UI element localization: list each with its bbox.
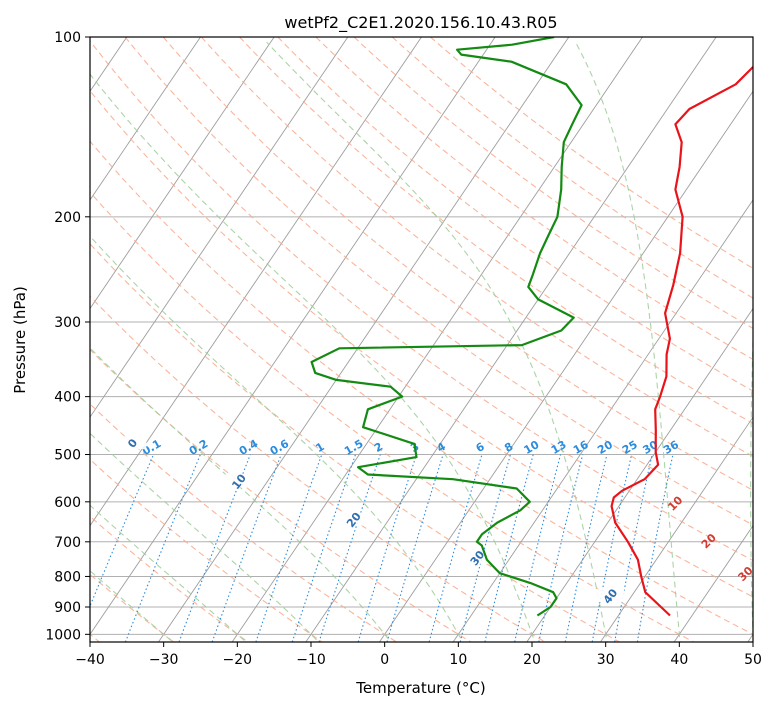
dry-adiabat-label: -10: [23, 393, 46, 417]
mixing-ratio-line: [514, 454, 562, 642]
y-tick-label: 200: [54, 210, 81, 226]
y-tick-label: 300: [54, 315, 81, 331]
y-tick-label: 600: [54, 495, 81, 511]
mixing-ratio-line: [591, 454, 633, 642]
dry-adiabat-line: [430, 37, 753, 269]
mixing-ratio-line: [211, 454, 282, 642]
x-tick-label: −30: [149, 652, 179, 668]
dry-adiabat-line: [315, 37, 753, 361]
x-tick-label: 0: [380, 652, 389, 668]
dry-adiabat-line: [200, 37, 753, 458]
moist-adiabat-line: [90, 73, 536, 642]
chart-title: wetPf2_C2E1.2020.156.10.43.R05: [284, 13, 557, 33]
x-tick-label: −20: [223, 652, 253, 668]
dry-adiabat-line: [90, 243, 620, 642]
dry-adiabat-line: [90, 295, 546, 642]
dry-adiabat-label-bg: [118, 436, 147, 450]
dry-adiabats: [90, 37, 753, 642]
dry-adiabat-line: [90, 191, 694, 642]
dry-adiabat-label-bg: [339, 512, 368, 526]
y-tick-label: 400: [54, 390, 81, 406]
x-tick-label: 40: [670, 652, 688, 668]
x-tick-label: 20: [523, 652, 541, 668]
moist-adiabat-line: [90, 504, 247, 642]
dry-adiabat-line: [277, 37, 753, 392]
dry-adiabat-line: [90, 90, 753, 598]
dry-adiabat-line: [90, 458, 323, 642]
dry-adiabat-line: [124, 37, 753, 526]
dry-adiabat-line: [353, 37, 753, 330]
y-tick-label: 500: [54, 448, 81, 464]
x-tick-label: −40: [75, 652, 105, 668]
mixing-ratio-line: [178, 454, 251, 642]
mixing-ratio-line: [386, 454, 444, 642]
x-tick-label: 30: [597, 652, 615, 668]
y-axis-title: Pressure (hPa): [11, 286, 29, 394]
x-tick-label: −10: [296, 652, 326, 668]
moist-adiabats: [90, 41, 753, 642]
isotherm-line: [526, 307, 753, 642]
x-axis-ticks: −40 −30 −20 −10 0 10 20 30 40 50: [75, 642, 762, 668]
y-tick-label: 100: [54, 30, 81, 46]
isotherm-line: [452, 199, 753, 642]
mixing-ratio-line: [124, 454, 201, 642]
isotherm-line: [673, 524, 753, 642]
isotherm-line: [90, 37, 349, 418]
dry-adiabat-line: [90, 40, 753, 562]
mixing-ratio-line: [538, 454, 584, 642]
y-tick-label: 800: [54, 569, 81, 585]
moist-adiabat-line: [90, 235, 464, 642]
dry-adiabat-line: [90, 403, 397, 642]
mixing-ratio-line: [255, 454, 323, 642]
x-tick-label: 50: [744, 652, 762, 668]
dry-adiabat-line: [90, 140, 753, 635]
moist-adiabat-line: [90, 347, 392, 642]
isotherm-line: [231, 37, 643, 642]
x-axis-title: Temperature (°C): [355, 679, 485, 697]
moist-adiabat-line: [575, 41, 681, 642]
mixing-ratio-line: [428, 454, 483, 642]
x-tick-label: 10: [449, 652, 467, 668]
moist-adiabat-line: [266, 41, 608, 642]
dry-adiabat-label-bg: [20, 398, 48, 411]
isotherm-line: [379, 90, 753, 642]
mixing-ratio-line: [90, 454, 155, 608]
isotherm-line: [600, 416, 753, 642]
y-tick-label: 700: [54, 535, 81, 551]
plot-background: [90, 37, 753, 642]
y-tick-label: 900: [54, 600, 81, 616]
isotherm-line: [90, 37, 275, 310]
isotherm-line: [305, 37, 717, 642]
mixing-ratio-line: [357, 454, 418, 642]
temperature-profile-line: [610, 65, 753, 617]
isotherm-grid: [90, 37, 753, 642]
y-axis-ticks: 100 200 300 400 500 600 700 800 900 1000: [45, 30, 90, 643]
mixing-ratio-line: [564, 454, 608, 642]
dry-adiabat-label-bg: [596, 589, 625, 603]
isotherm-line: [90, 37, 496, 636]
dry-adiabat-label-bg: [224, 474, 253, 488]
dry-adiabat-line: [90, 515, 249, 642]
isotherm-line: [158, 37, 570, 642]
moist-adiabat-line: [90, 570, 174, 642]
mixing-ratio-line: [318, 454, 381, 642]
mixing-ratio-lines: [90, 454, 674, 642]
isotherm-line: [90, 37, 201, 201]
dry-adiabat-line: [239, 37, 753, 425]
plot-frame: [89, 36, 754, 643]
dewpoint-profile-line: [310, 37, 583, 617]
mixing-ratio-line: [291, 454, 357, 642]
moist-adiabat-line: [90, 432, 320, 642]
moist-adiabat-line: [750, 321, 753, 642]
y-tick-label: 1000: [45, 627, 81, 643]
sounding-profiles: [310, 37, 753, 617]
isotherm-line: [90, 37, 422, 527]
